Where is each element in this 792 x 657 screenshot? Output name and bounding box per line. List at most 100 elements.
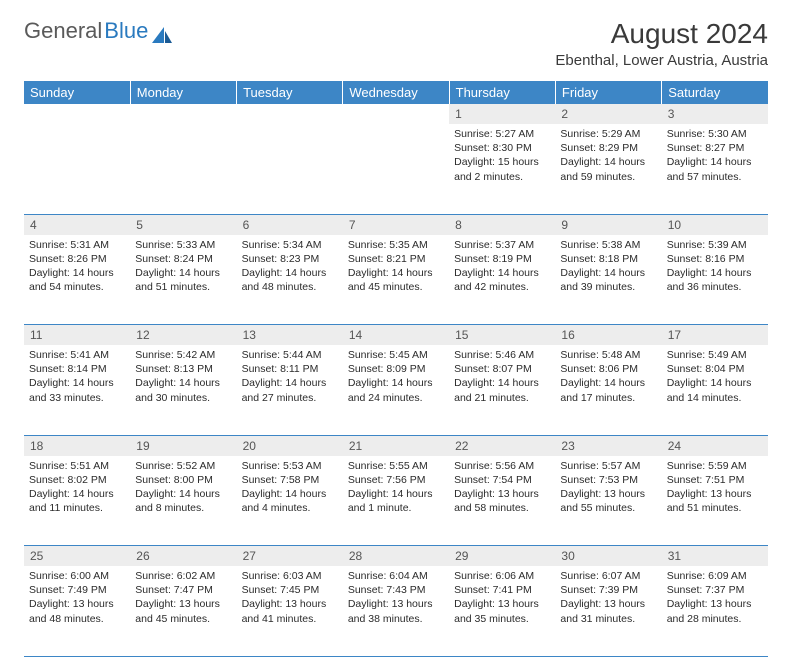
daylight-text: Daylight: 15 hours and 2 minutes. — [454, 155, 550, 183]
day-number-cell: 21 — [343, 435, 449, 456]
day-cell — [343, 124, 449, 214]
sunset-text: Sunset: 8:13 PM — [135, 362, 231, 376]
day-cell — [24, 124, 130, 214]
daylight-text: Daylight: 14 hours and 11 minutes. — [29, 487, 125, 515]
month-title: August 2024 — [555, 18, 768, 50]
sunset-text: Sunset: 8:26 PM — [29, 252, 125, 266]
day-header: Saturday — [662, 81, 768, 104]
sunset-text: Sunset: 8:21 PM — [348, 252, 444, 266]
day-cell-body: Sunrise: 5:29 AMSunset: 8:29 PMDaylight:… — [555, 124, 661, 189]
page-header: GeneralBlue August 2024 Ebenthal, Lower … — [24, 18, 768, 69]
sunset-text: Sunset: 7:37 PM — [667, 583, 763, 597]
day-number-cell: 15 — [449, 325, 555, 346]
day-number-cell: 9 — [555, 214, 661, 235]
day-cell: Sunrise: 5:57 AMSunset: 7:53 PMDaylight:… — [555, 456, 661, 546]
sunrise-text: Sunrise: 5:31 AM — [29, 238, 125, 252]
sunset-text: Sunset: 8:00 PM — [135, 473, 231, 487]
sunrise-text: Sunrise: 5:59 AM — [667, 459, 763, 473]
day-number-cell: 18 — [24, 435, 130, 456]
sunset-text: Sunset: 8:02 PM — [29, 473, 125, 487]
day-number-cell: 23 — [555, 435, 661, 456]
day-number-cell: 13 — [237, 325, 343, 346]
sunrise-text: Sunrise: 5:45 AM — [348, 348, 444, 362]
day-number-cell: 30 — [555, 546, 661, 567]
day-cell: Sunrise: 5:31 AMSunset: 8:26 PMDaylight:… — [24, 235, 130, 325]
day-cell: Sunrise: 5:41 AMSunset: 8:14 PMDaylight:… — [24, 345, 130, 435]
day-number-cell: 29 — [449, 546, 555, 567]
sunrise-text: Sunrise: 5:37 AM — [454, 238, 550, 252]
day-cell-body: Sunrise: 5:34 AMSunset: 8:23 PMDaylight:… — [237, 235, 343, 300]
day-number-cell: 26 — [130, 546, 236, 567]
sunrise-text: Sunrise: 5:56 AM — [454, 459, 550, 473]
day-cell-body: Sunrise: 6:00 AMSunset: 7:49 PMDaylight:… — [24, 566, 130, 631]
daylight-text: Daylight: 13 hours and 55 minutes. — [560, 487, 656, 515]
daylight-text: Daylight: 14 hours and 33 minutes. — [29, 376, 125, 404]
day-number-cell — [24, 104, 130, 124]
sunrise-text: Sunrise: 6:06 AM — [454, 569, 550, 583]
day-cell: Sunrise: 6:06 AMSunset: 7:41 PMDaylight:… — [449, 566, 555, 656]
day-header: Monday — [130, 81, 236, 104]
day-cell: Sunrise: 6:03 AMSunset: 7:45 PMDaylight:… — [237, 566, 343, 656]
sunset-text: Sunset: 8:24 PM — [135, 252, 231, 266]
daylight-text: Daylight: 14 hours and 48 minutes. — [242, 266, 338, 294]
week-row: Sunrise: 5:51 AMSunset: 8:02 PMDaylight:… — [24, 456, 768, 546]
day-cell: Sunrise: 5:44 AMSunset: 8:11 PMDaylight:… — [237, 345, 343, 435]
sunrise-text: Sunrise: 5:46 AM — [454, 348, 550, 362]
daynum-row: 123 — [24, 104, 768, 124]
sunset-text: Sunset: 8:07 PM — [454, 362, 550, 376]
day-cell-body: Sunrise: 5:33 AMSunset: 8:24 PMDaylight:… — [130, 235, 236, 300]
sunrise-text: Sunrise: 5:29 AM — [560, 127, 656, 141]
day-cell — [130, 124, 236, 214]
sunrise-text: Sunrise: 6:07 AM — [560, 569, 656, 583]
sunset-text: Sunset: 8:06 PM — [560, 362, 656, 376]
day-cell: Sunrise: 5:29 AMSunset: 8:29 PMDaylight:… — [555, 124, 661, 214]
sunset-text: Sunset: 7:56 PM — [348, 473, 444, 487]
day-cell-body: Sunrise: 6:02 AMSunset: 7:47 PMDaylight:… — [130, 566, 236, 631]
title-block: August 2024 Ebenthal, Lower Austria, Aus… — [555, 18, 768, 69]
daynum-row: 11121314151617 — [24, 325, 768, 346]
daylight-text: Daylight: 14 hours and 57 minutes. — [667, 155, 763, 183]
location-text: Ebenthal, Lower Austria, Austria — [555, 52, 768, 69]
daylight-text: Daylight: 14 hours and 39 minutes. — [560, 266, 656, 294]
day-cell-body: Sunrise: 5:51 AMSunset: 8:02 PMDaylight:… — [24, 456, 130, 521]
daylight-text: Daylight: 14 hours and 45 minutes. — [348, 266, 444, 294]
day-number-cell: 25 — [24, 546, 130, 567]
day-cell-body: Sunrise: 5:55 AMSunset: 7:56 PMDaylight:… — [343, 456, 449, 521]
day-cell: Sunrise: 5:51 AMSunset: 8:02 PMDaylight:… — [24, 456, 130, 546]
day-cell: Sunrise: 5:48 AMSunset: 8:06 PMDaylight:… — [555, 345, 661, 435]
day-cell-body: Sunrise: 5:35 AMSunset: 8:21 PMDaylight:… — [343, 235, 449, 300]
day-header: Sunday — [24, 81, 130, 104]
day-cell-body: Sunrise: 6:06 AMSunset: 7:41 PMDaylight:… — [449, 566, 555, 631]
sunset-text: Sunset: 7:51 PM — [667, 473, 763, 487]
day-cell: Sunrise: 5:59 AMSunset: 7:51 PMDaylight:… — [662, 456, 768, 546]
sunset-text: Sunset: 7:43 PM — [348, 583, 444, 597]
sunrise-text: Sunrise: 5:44 AM — [242, 348, 338, 362]
day-number-cell: 11 — [24, 325, 130, 346]
day-number-cell: 31 — [662, 546, 768, 567]
day-number-cell: 8 — [449, 214, 555, 235]
daylight-text: Daylight: 14 hours and 14 minutes. — [667, 376, 763, 404]
day-cell-body: Sunrise: 5:44 AMSunset: 8:11 PMDaylight:… — [237, 345, 343, 410]
daylight-text: Daylight: 14 hours and 42 minutes. — [454, 266, 550, 294]
day-cell-body: Sunrise: 5:49 AMSunset: 8:04 PMDaylight:… — [662, 345, 768, 410]
day-cell: Sunrise: 6:04 AMSunset: 7:43 PMDaylight:… — [343, 566, 449, 656]
sunset-text: Sunset: 8:11 PM — [242, 362, 338, 376]
day-cell-body: Sunrise: 5:48 AMSunset: 8:06 PMDaylight:… — [555, 345, 661, 410]
day-cell: Sunrise: 5:55 AMSunset: 7:56 PMDaylight:… — [343, 456, 449, 546]
day-cell-body: Sunrise: 5:31 AMSunset: 8:26 PMDaylight:… — [24, 235, 130, 300]
sunrise-text: Sunrise: 5:57 AM — [560, 459, 656, 473]
logo-text-part1: General — [24, 18, 102, 44]
day-cell-body: Sunrise: 5:37 AMSunset: 8:19 PMDaylight:… — [449, 235, 555, 300]
sunset-text: Sunset: 8:18 PM — [560, 252, 656, 266]
day-header: Tuesday — [237, 81, 343, 104]
sunset-text: Sunset: 8:27 PM — [667, 141, 763, 155]
sunset-text: Sunset: 8:29 PM — [560, 141, 656, 155]
day-cell: Sunrise: 5:46 AMSunset: 8:07 PMDaylight:… — [449, 345, 555, 435]
day-header: Thursday — [449, 81, 555, 104]
daylight-text: Daylight: 13 hours and 58 minutes. — [454, 487, 550, 515]
day-cell: Sunrise: 6:07 AMSunset: 7:39 PMDaylight:… — [555, 566, 661, 656]
week-row: Sunrise: 6:00 AMSunset: 7:49 PMDaylight:… — [24, 566, 768, 656]
sunrise-text: Sunrise: 5:30 AM — [667, 127, 763, 141]
day-cell-body: Sunrise: 5:27 AMSunset: 8:30 PMDaylight:… — [449, 124, 555, 189]
daylight-text: Daylight: 14 hours and 30 minutes. — [135, 376, 231, 404]
